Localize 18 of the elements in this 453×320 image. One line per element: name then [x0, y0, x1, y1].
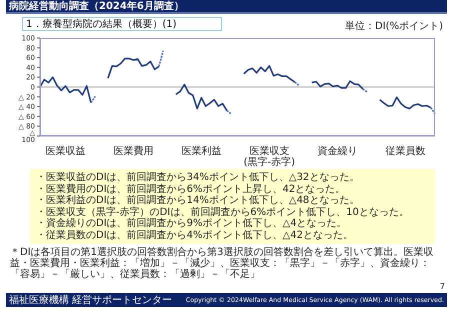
text: ・医業費用のDIは、前回調査から6%ポイント上昇し、42となった。 — [36, 184, 346, 194]
text: 福祉医療機構 経営サポートセンター — [9, 294, 172, 307]
text: ・医業収益のDIは、前回調査から34%ポイント低下し、△32となった。 — [36, 172, 360, 184]
text: ・医業利益のDIは、前回調査から14%ポイント低下し、△48となった。 — [36, 195, 360, 206]
text: 7 — [440, 282, 445, 291]
x-tick-label: 医業費用 — [113, 145, 154, 157]
x-tick-label: 資金繰り — [317, 145, 358, 157]
text: ・医業収支（黒字-赤字）のDIは、前回調査から6%ポイント低下し、10となった。 — [36, 206, 410, 218]
y-axis-title: 単位：DI(%ポイント) — [345, 20, 443, 33]
text: ・従業員数のDIは、前回調査から4%ポイント低下し、△42となった。 — [36, 230, 354, 241]
x-tick-label: 従業員数 — [385, 145, 426, 157]
chart-title: 病院経営動向調査（2024年6月調査） — [6, 0, 447, 14]
x-tick-label: 医業利益 — [181, 145, 222, 157]
chart-subtitle: 1．療養型病院の結果（概要）(1) — [22, 17, 222, 31]
x-tick-label: 医業収支 (黒字-赤字) — [244, 145, 296, 168]
x-tick-label: 医業収益 — [45, 145, 86, 157]
text: ＊DIは各項目の第1選択肢の回答数割合から第3選択肢の回答数割合を差し引いて算出。医業収益・医業費用・医業利益：「増加」－「減少」、医業収支：「黒字」－「赤字」、資金繰り：「容易」－「厳しい」、従業員数：「過剰」－「不足」 — [10, 247, 434, 280]
text: ・資金繰りのDIは、前回調査から9%ポイント低下し、△4となった。 — [36, 218, 348, 230]
